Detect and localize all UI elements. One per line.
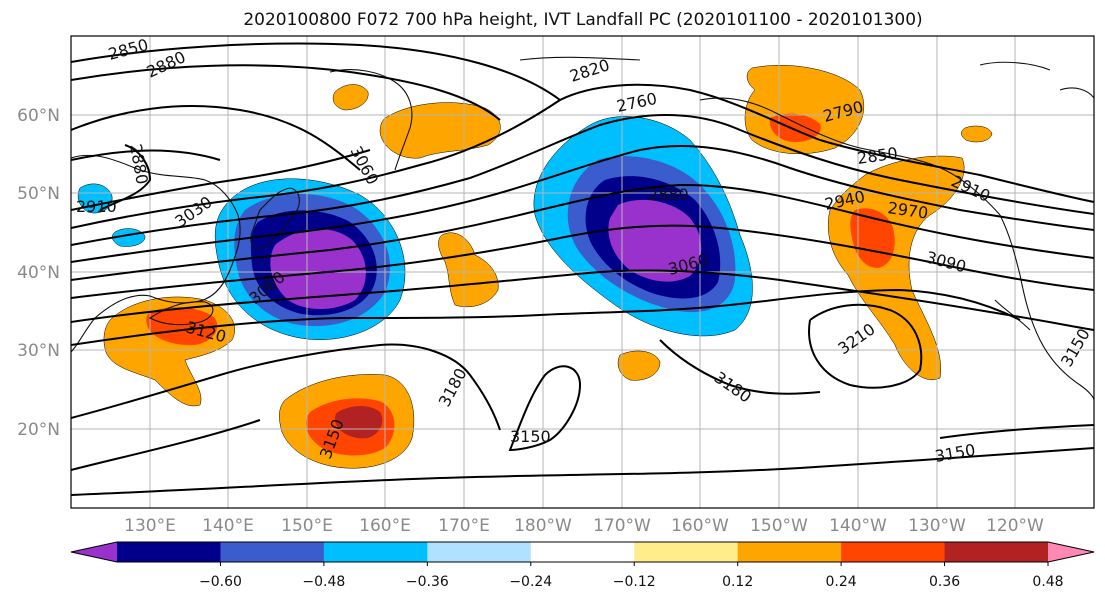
colorbar-tick-label: 0.12 bbox=[722, 574, 753, 590]
lon-label: 130°E bbox=[124, 516, 176, 536]
colorbar-segment bbox=[944, 542, 1049, 562]
colorbar-outline bbox=[70, 541, 1095, 563]
positive-anomaly-japan-core bbox=[146, 307, 218, 346]
colorbar-segment bbox=[737, 542, 842, 562]
colorbar-tick-label: 0.48 bbox=[1032, 574, 1063, 590]
lon-label: 160°W bbox=[671, 516, 729, 536]
colorbar-tick-label: −0.36 bbox=[406, 574, 449, 590]
lon-label: 120°W bbox=[986, 516, 1044, 536]
latitude-labels: 60°N 50°N 40°N 30°N 20°N bbox=[17, 106, 60, 440]
map-frame bbox=[70, 35, 1095, 509]
height-contours bbox=[71, 42, 1094, 496]
lon-label: 150°E bbox=[281, 516, 333, 536]
map-panel: 2850 2880 2820 2760 2790 2880 2850 2910 … bbox=[70, 35, 1095, 509]
contour-label: 3150 bbox=[510, 427, 551, 446]
coastlines bbox=[71, 56, 1094, 401]
contour-label: 2910 bbox=[76, 197, 117, 216]
positive-anomaly-spot-e bbox=[961, 125, 993, 143]
lon-label: 140°E bbox=[202, 516, 254, 536]
positive-anomaly-hawaii bbox=[617, 350, 661, 381]
colorbar-tick-label: −0.12 bbox=[613, 574, 656, 590]
colorbar-segment bbox=[530, 542, 635, 562]
lon-label: 170°E bbox=[438, 516, 490, 536]
negative-anomaly-spot-1 bbox=[77, 183, 113, 214]
lon-label: 140°W bbox=[829, 516, 887, 536]
colorbar-segment bbox=[634, 542, 739, 562]
colorbar-tick-label: −0.60 bbox=[199, 574, 242, 590]
lat-label: 40°N bbox=[17, 263, 60, 283]
lon-label: 130°W bbox=[908, 516, 966, 536]
figure-title: 2020100800 F072 700 hPa height, IVT Land… bbox=[243, 10, 922, 30]
colorbar-tick-label: −0.48 bbox=[302, 574, 345, 590]
colorbar-segment bbox=[220, 542, 325, 562]
colorbar-extend-max bbox=[1048, 542, 1094, 562]
colorbar bbox=[70, 541, 1095, 563]
colorbar-segment bbox=[323, 542, 428, 562]
negative-anomaly-central-core bbox=[608, 199, 702, 282]
lon-label: 150°W bbox=[750, 516, 808, 536]
colorbar-tick-label: 0.36 bbox=[929, 574, 960, 590]
lat-label: 20°N bbox=[17, 420, 60, 440]
longitude-labels: 130°E 140°E 150°E 160°E 170°E 180°W 170°… bbox=[124, 516, 1044, 536]
lon-label: 160°E bbox=[359, 516, 411, 536]
contour-label: 2880 bbox=[648, 185, 689, 204]
lon-label: 170°W bbox=[593, 516, 651, 536]
colorbar-tick-label: −0.24 bbox=[509, 574, 552, 590]
colorbar-segment bbox=[117, 542, 221, 562]
lon-label: 180°W bbox=[514, 516, 572, 536]
colorbar-segment bbox=[427, 542, 532, 562]
colorbar-ticks: −0.60 −0.48 −0.36 −0.24 −0.12 0.12 0.24 0.36 0.4… bbox=[199, 562, 1064, 590]
lat-label: 60°N bbox=[17, 106, 60, 126]
colorbar-segment bbox=[841, 542, 946, 562]
positive-anomaly-southwest-peak bbox=[334, 406, 383, 439]
colorbar-extend-min bbox=[71, 542, 117, 562]
lat-label: 30°N bbox=[17, 341, 60, 361]
colorbar-tick-label: 0.24 bbox=[826, 574, 857, 590]
positive-anomaly-alaska-west bbox=[332, 84, 369, 111]
lat-label: 50°N bbox=[17, 184, 60, 204]
